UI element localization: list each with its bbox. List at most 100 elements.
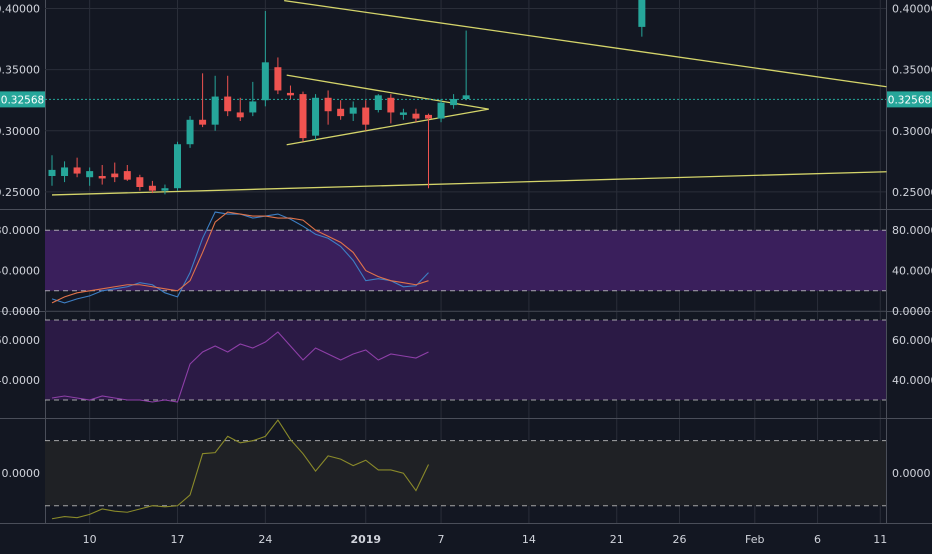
candle	[638, 0, 646, 37]
candle-body	[236, 112, 244, 118]
band-layer	[45, 229, 886, 507]
candle	[362, 100, 370, 131]
candle	[61, 161, 69, 183]
x-tick-label: 11	[873, 533, 887, 546]
candle	[286, 85, 294, 99]
axis-layer: 0.40000 0.40000 0.35000 0.35000 0.30000 0.300…	[0, 3, 932, 546]
trendline	[286, 108, 489, 146]
candle	[349, 101, 357, 121]
x-tick-label: 2019	[350, 533, 381, 546]
candle	[148, 180, 156, 194]
candle	[249, 81, 257, 117]
candle	[174, 141, 181, 191]
candle	[261, 11, 269, 107]
candle	[312, 94, 320, 141]
x-tick-label: 7	[438, 533, 445, 546]
price-tick-label-left: 0.35000	[0, 64, 40, 77]
osc-series-line	[51, 419, 429, 520]
stoch-band	[45, 230, 886, 291]
candle	[224, 75, 232, 117]
candle	[425, 113, 432, 189]
candle-body	[412, 113, 420, 119]
last-price-label-left: 0.32568	[0, 91, 45, 108]
x-tick-label: 21	[610, 533, 624, 546]
candle	[274, 57, 282, 95]
candle	[437, 99, 445, 123]
osc-tick-label-left: 80.0000	[0, 224, 40, 237]
osc-series-line	[51, 211, 429, 304]
osc-tick-label-right: 0.0000	[892, 305, 931, 318]
price-tick-label-right: 0.35000	[892, 64, 932, 77]
rsi-band	[45, 320, 886, 400]
osc-tick-label-right: 40.0000	[892, 265, 932, 278]
candle-body	[211, 96, 219, 125]
candle	[123, 165, 131, 181]
last-price-badge	[887, 91, 932, 108]
last-price-label-right: 0.32568	[887, 91, 932, 108]
candle-body	[186, 119, 194, 145]
osc-tick-label-left: 40.0000	[0, 265, 40, 278]
candle	[412, 108, 420, 123]
series-layer	[48, 0, 646, 520]
candle-body	[638, 0, 646, 27]
candle-body	[86, 171, 94, 178]
candle	[337, 100, 345, 120]
osc-tick-label-left: 40.0000	[0, 374, 40, 387]
x-tick-label: 10	[83, 533, 97, 546]
osc-series-line	[51, 331, 429, 403]
osc-tick-label-right: 40.0000	[892, 374, 932, 387]
trendline	[51, 171, 887, 196]
candle	[211, 75, 219, 131]
osc-tick-label-left: 60.0000	[0, 334, 40, 347]
price-tick-label-right: 0.25000	[892, 186, 932, 199]
candle-body	[224, 96, 232, 112]
osc-tick-label-right: 0.0000	[892, 467, 931, 480]
candle	[73, 157, 81, 178]
candle-body	[136, 177, 144, 187]
trendline	[284, 0, 887, 88]
candle	[186, 116, 194, 148]
candle	[299, 91, 307, 142]
candle-body	[61, 167, 69, 176]
candle-body	[450, 99, 458, 106]
x-tick-label: 6	[814, 533, 821, 546]
candle-body	[111, 173, 119, 178]
candle	[111, 162, 119, 183]
candle	[450, 94, 458, 109]
x-tick-label: 14	[522, 533, 536, 546]
candle-body	[199, 119, 207, 125]
candle-body	[148, 185, 156, 191]
last-price-text: 0.32568	[1, 94, 44, 106]
x-tick-label: 24	[258, 533, 272, 546]
candle-body	[312, 97, 320, 136]
candle-body	[123, 171, 131, 180]
x-tick-label: Feb	[745, 533, 764, 546]
candle	[136, 174, 144, 191]
candle-body	[374, 95, 382, 110]
candle-body	[399, 112, 407, 115]
candle-body	[462, 95, 470, 99]
last-price-text: 0.32568	[888, 94, 931, 106]
price-tick-label-left: 0.25000	[0, 186, 40, 199]
candle-body	[299, 94, 307, 139]
candle-body	[337, 108, 345, 117]
candle	[387, 94, 395, 124]
candle	[86, 167, 94, 186]
price-tick-label-left: 0.40000	[0, 3, 40, 16]
osc-tick-label-left: 0.0000	[2, 305, 41, 318]
candle-body	[161, 188, 169, 191]
candle-body	[286, 92, 294, 96]
candle	[48, 155, 56, 186]
trendline-layer	[45, 0, 887, 196]
candle-body	[274, 67, 282, 91]
price-tick-label-left: 0.30000	[0, 125, 40, 138]
candle-body	[48, 169, 56, 176]
candle-body	[261, 62, 269, 101]
candle	[324, 90, 332, 125]
last-price-badge	[0, 91, 45, 108]
candle-body	[73, 167, 81, 174]
candle	[462, 30, 470, 101]
price-tick-label-right: 0.40000	[892, 3, 932, 16]
candle-body	[437, 102, 445, 119]
